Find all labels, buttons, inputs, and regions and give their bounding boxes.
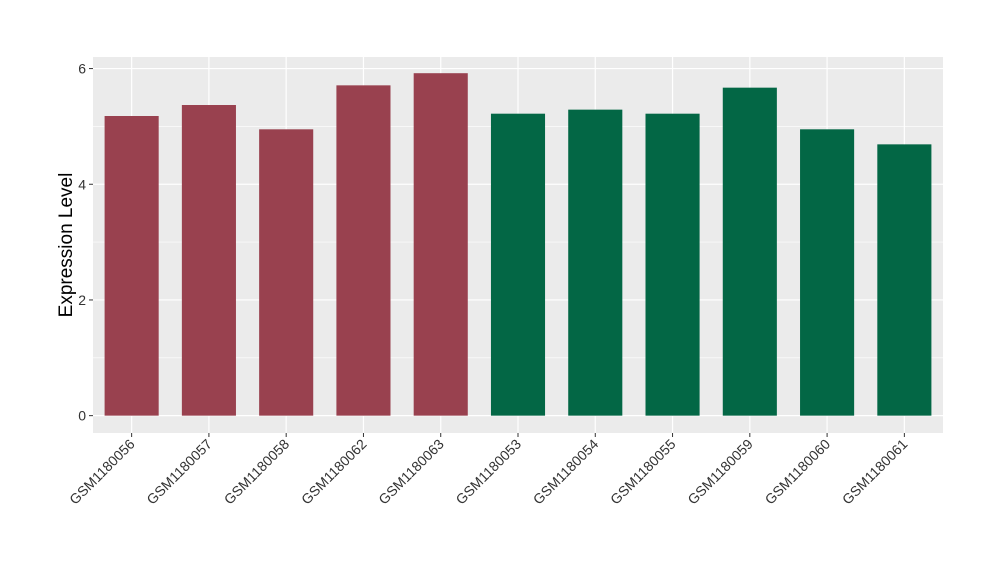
- x-tick-label: GSM1180060: [762, 436, 834, 508]
- x-tick-label: GSM1180059: [684, 436, 756, 508]
- bar-GSM1180060: [800, 129, 855, 416]
- x-axis: GSM1180056 GSM1180057 GSM1180058 GSM1180062…: [66, 433, 911, 507]
- bar-GSM1180058: [259, 129, 314, 416]
- y-tick-label: 0: [78, 408, 86, 424]
- y-axis-title: Expression Level: [56, 173, 77, 318]
- bar-GSM1180063: [413, 73, 468, 416]
- y-tick-label: 4: [78, 176, 86, 192]
- x-tick-label: GSM1180057: [143, 436, 215, 508]
- bar-GSM1180062: [336, 85, 391, 416]
- x-tick-label: GSM1180054: [530, 436, 602, 508]
- bar-GSM1180061: [877, 144, 932, 416]
- y-axis: 0 2 4 6: [78, 61, 93, 424]
- x-tick-label: GSM1180061: [839, 436, 911, 508]
- bar-GSM1180057: [181, 105, 236, 416]
- bar-GSM1180055: [645, 113, 700, 416]
- x-tick-label: GSM1180056: [66, 436, 138, 508]
- y-tick-label: 2: [78, 292, 86, 308]
- x-tick-label: GSM1180055: [607, 436, 679, 508]
- x-tick-label: GSM1180053: [452, 436, 524, 508]
- bar-GSM1180056: [104, 116, 159, 416]
- bar-GSM1180059: [722, 87, 777, 416]
- x-tick-label: GSM1180062: [298, 436, 370, 508]
- bar-GSM1180054: [568, 109, 623, 416]
- bar-GSM1180053: [490, 113, 546, 416]
- y-tick-label: 6: [78, 61, 86, 77]
- x-tick-label: GSM1180063: [375, 436, 447, 508]
- bars: [104, 73, 932, 416]
- x-tick-label: GSM1180058: [221, 436, 293, 508]
